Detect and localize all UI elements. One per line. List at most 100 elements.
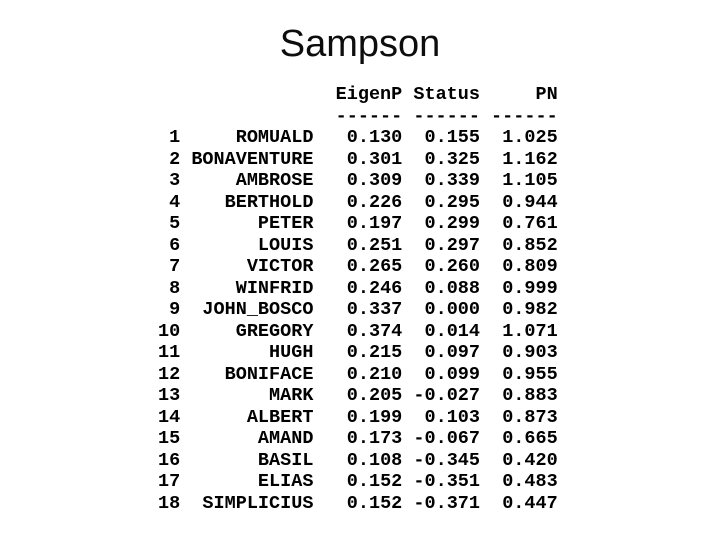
pn-value: 0.873 <box>480 406 558 428</box>
eigenp-value: 0.205 <box>313 385 403 406</box>
status-value: 0.099 <box>402 363 480 385</box>
status-value: 0.260 <box>402 256 480 277</box>
pn-value: 0.883 <box>480 385 558 406</box>
row-number: 2 <box>158 148 181 170</box>
monk-name: WINFRID <box>180 277 314 299</box>
status-value: 0.295 <box>402 191 480 213</box>
pn-value: 1.071 <box>480 320 558 342</box>
row-number: 5 <box>158 213 181 234</box>
status-value: 0.325 <box>402 148 480 170</box>
monk-name: PETER <box>180 213 314 234</box>
table-row: 1 ROMUALD 0.130 0.155 1.025 <box>158 127 558 149</box>
monk-name: HUGH <box>180 342 314 363</box>
eigenp-value: 0.173 <box>313 428 403 449</box>
row-number: 10 <box>158 320 181 342</box>
eigenp-value: 0.108 <box>313 449 403 471</box>
pn-value: 1.162 <box>480 148 558 170</box>
monk-name: AMAND <box>180 428 314 449</box>
monk-name: LOUIS <box>180 234 314 256</box>
monk-name: VICTOR <box>180 256 314 277</box>
slide-title: Sampson <box>279 23 441 65</box>
row-number: 8 <box>158 277 181 299</box>
table-row: 5 PETER 0.197 0.299 0.761 <box>158 213 558 235</box>
table-header-row: EigenP Status PN <box>158 84 558 106</box>
eigenp-value: 0.309 <box>313 170 403 191</box>
eigenp-value: 0.265 <box>313 256 403 277</box>
monk-name: AMBROSE <box>180 170 314 191</box>
pn-value: 0.420 <box>480 449 558 471</box>
status-value: -0.371 <box>402 492 480 514</box>
row-number: 13 <box>158 385 181 406</box>
table-row: 7 VICTOR 0.265 0.260 0.809 <box>158 256 558 278</box>
pn-value: 1.025 <box>480 127 558 148</box>
row-number: 16 <box>158 449 181 471</box>
monk-name: BONAVENTURE <box>180 148 314 170</box>
pn-value: 0.447 <box>480 492 558 514</box>
eigenp-value: 0.246 <box>313 277 403 299</box>
monk-name: ELIAS <box>180 471 314 492</box>
eigenp-value: 0.199 <box>313 406 403 428</box>
eigenp-value: 0.374 <box>313 320 403 342</box>
eigenp-value: 0.301 <box>313 148 403 170</box>
table-row: 18 SIMPLICIUS 0.152 -0.371 0.447 <box>158 493 558 515</box>
monk-name: JOHN_BOSCO <box>180 299 314 320</box>
row-number: 14 <box>158 406 181 428</box>
pn-value: 0.809 <box>480 256 558 277</box>
monk-name: MARK <box>180 385 314 406</box>
table-row: 2 BONAVENTURE 0.301 0.325 1.162 <box>158 149 558 171</box>
table-row: 6 LOUIS 0.251 0.297 0.852 <box>158 235 558 257</box>
eigenp-value: 0.226 <box>313 191 403 213</box>
table-row: 16 BASIL 0.108 -0.345 0.420 <box>158 450 558 472</box>
monk-name: GREGORY <box>180 320 314 342</box>
pn-value: 0.483 <box>480 471 558 492</box>
monk-name: BASIL <box>180 449 314 471</box>
row-number: 4 <box>158 191 181 213</box>
col-header-eigenp: EigenP <box>335 84 403 105</box>
eigenp-value: 0.251 <box>313 234 403 256</box>
eigenp-value: 0.210 <box>313 363 403 385</box>
eigenp-value: 0.152 <box>313 492 403 514</box>
pn-value: 0.852 <box>480 234 558 256</box>
status-value: -0.027 <box>402 385 480 406</box>
monk-name: SIMPLICIUS <box>180 492 314 514</box>
row-number: 12 <box>158 363 181 385</box>
row-number: 15 <box>158 428 181 449</box>
col-header-status: Status <box>402 84 480 105</box>
status-value: -0.345 <box>402 449 480 471</box>
status-value: 0.155 <box>402 127 480 148</box>
row-number: 3 <box>158 170 181 191</box>
eigenp-value: 0.215 <box>313 342 403 363</box>
status-value: 0.297 <box>402 234 480 256</box>
table-row: 14 ALBERT 0.199 0.103 0.873 <box>158 407 558 429</box>
table-row: 4 BERTHOLD 0.226 0.295 0.944 <box>158 192 558 214</box>
status-value: 0.299 <box>402 213 480 234</box>
status-value: 0.103 <box>402 406 480 428</box>
status-value: 0.088 <box>402 277 480 299</box>
row-number: 17 <box>158 471 181 492</box>
table-row: 13 MARK 0.205 -0.027 0.883 <box>158 385 558 407</box>
row-number: 7 <box>158 256 181 277</box>
pn-value: 0.761 <box>480 213 558 234</box>
eigenp-value: 0.152 <box>313 471 403 492</box>
eigenp-value: 0.197 <box>313 213 403 234</box>
pn-value: 0.903 <box>480 342 558 363</box>
table-row: 10 GREGORY 0.374 0.014 1.071 <box>158 321 558 343</box>
table-row: 9 JOHN_BOSCO 0.337 0.000 0.982 <box>158 299 558 321</box>
status-value: 0.000 <box>402 299 480 320</box>
monk-name: ROMUALD <box>180 127 314 148</box>
status-value: 0.339 <box>402 170 480 191</box>
table-rule-row: ------ ------ ------ <box>158 106 558 128</box>
pn-value: 0.982 <box>480 299 558 320</box>
status-value: 0.014 <box>402 320 480 342</box>
status-value: -0.067 <box>402 428 480 449</box>
pn-value: 1.105 <box>480 170 558 191</box>
eigenp-value: 0.130 <box>313 127 403 148</box>
table-row: 8 WINFRID 0.246 0.088 0.999 <box>158 278 558 300</box>
sampson-table: EigenP Status PN ------ ------ ------ 1 … <box>158 84 558 514</box>
table-row: 3 AMBROSE 0.309 0.339 1.105 <box>158 170 558 192</box>
monk-name: BONIFACE <box>180 363 314 385</box>
table-row: 15 AMAND 0.173 -0.067 0.665 <box>158 428 558 450</box>
table-row: 12 BONIFACE 0.210 0.099 0.955 <box>158 364 558 386</box>
col-header-pn: PN <box>479 84 558 105</box>
